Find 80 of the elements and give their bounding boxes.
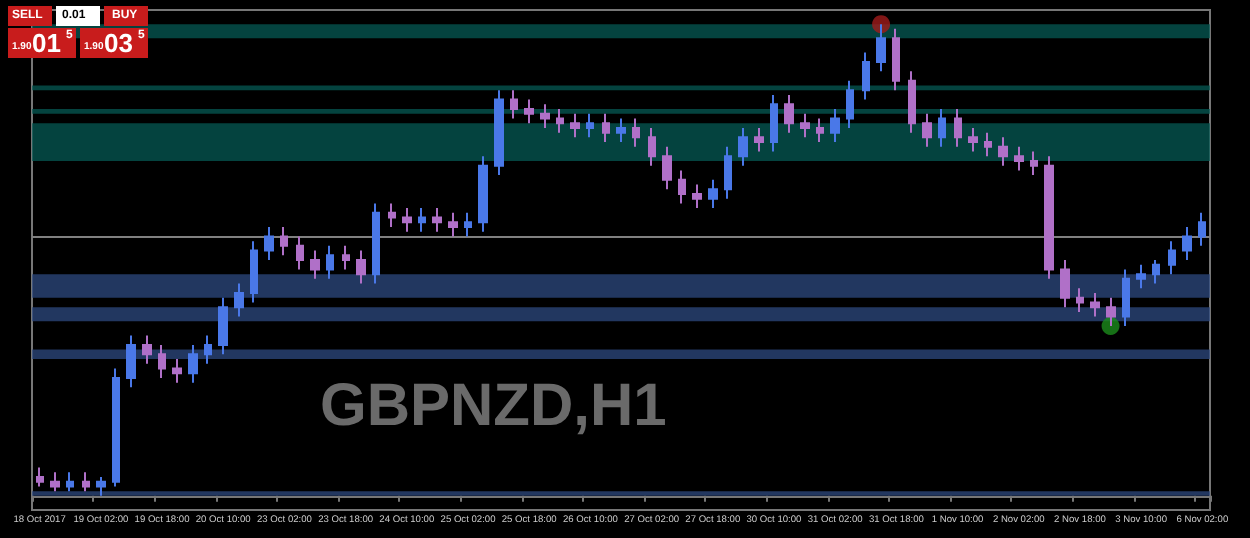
candlestick xyxy=(570,112,580,139)
candlestick xyxy=(310,249,320,280)
candlestick xyxy=(36,466,44,488)
candlestick xyxy=(602,112,610,144)
candlestick xyxy=(1060,259,1070,309)
candlestick xyxy=(1198,211,1206,247)
annotation: 03 xyxy=(104,28,133,58)
candlestick xyxy=(738,126,748,167)
candlestick xyxy=(342,244,350,271)
candlestick xyxy=(908,70,916,134)
candlestick xyxy=(1044,155,1054,280)
candlestick xyxy=(616,117,626,144)
candlestick xyxy=(432,207,442,233)
candlestick xyxy=(158,343,166,379)
candlestick xyxy=(66,471,74,493)
candlestick xyxy=(1106,296,1116,328)
candlestick xyxy=(524,98,534,125)
candlestick xyxy=(540,103,550,129)
candlestick xyxy=(1136,263,1146,290)
candlestick xyxy=(862,51,870,101)
candlestick xyxy=(126,334,136,389)
candlestick xyxy=(984,131,992,158)
candlestick xyxy=(50,471,60,493)
candlestick xyxy=(1076,287,1084,313)
candlestick xyxy=(800,112,810,139)
candlestick xyxy=(204,334,212,365)
candlestick xyxy=(356,249,366,285)
candlestick xyxy=(754,126,764,153)
candlestick xyxy=(556,108,564,134)
candlestick xyxy=(648,126,656,167)
candlestick xyxy=(708,178,718,210)
candlestick xyxy=(96,475,106,497)
candlestick xyxy=(954,108,962,148)
candlestick xyxy=(662,145,672,191)
candlestick xyxy=(1090,292,1100,318)
candlestick xyxy=(1122,268,1130,328)
candlestick xyxy=(876,23,886,73)
candlestick xyxy=(922,112,932,148)
candlestick xyxy=(464,211,472,238)
candlestick xyxy=(188,343,198,384)
candlestick xyxy=(402,207,412,233)
annotation: 01 xyxy=(32,28,61,58)
candlestick xyxy=(632,117,640,148)
candlestick xyxy=(250,240,258,304)
candlestick xyxy=(418,207,426,233)
candlestick xyxy=(82,471,90,493)
candlestick xyxy=(142,334,152,365)
candlestick xyxy=(388,202,396,228)
candlestick xyxy=(1168,240,1176,276)
candlestick xyxy=(296,235,304,271)
candlestick xyxy=(846,79,854,129)
candlestick xyxy=(770,93,778,153)
candlestick xyxy=(478,155,488,233)
candlestick xyxy=(678,169,686,205)
candlestick xyxy=(326,244,334,280)
candlestick xyxy=(784,93,794,134)
candlestick xyxy=(280,225,288,257)
candlestick xyxy=(938,108,946,148)
candlestick xyxy=(816,117,824,144)
candlestick xyxy=(692,183,702,210)
candlestick xyxy=(724,145,732,200)
candlestick xyxy=(234,282,244,318)
candlestick xyxy=(892,27,900,92)
candlestick xyxy=(494,89,504,177)
candlestick xyxy=(112,367,120,488)
candlestick xyxy=(218,296,228,356)
candlestick xyxy=(586,112,594,139)
candlestick xyxy=(1152,259,1160,285)
candlestick xyxy=(1182,225,1192,261)
candlestick xyxy=(830,108,840,144)
candlestick xyxy=(1030,150,1038,177)
candlestick xyxy=(1014,145,1024,172)
candlestick xyxy=(372,202,380,285)
candlestick xyxy=(172,358,182,384)
candlestick xyxy=(968,126,978,153)
candlestick xyxy=(448,211,458,238)
candlestick xyxy=(264,225,274,261)
annotation: GBPNZD,H1 xyxy=(320,373,667,439)
candlestick xyxy=(510,89,518,120)
candlestick xyxy=(998,136,1008,167)
